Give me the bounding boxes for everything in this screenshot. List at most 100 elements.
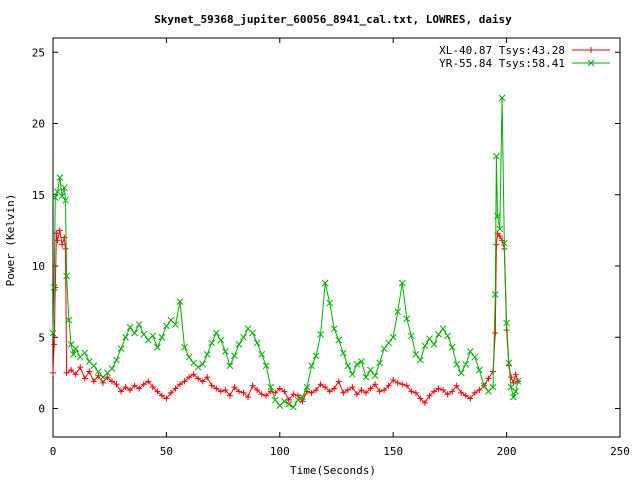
data-point-marker	[512, 388, 520, 395]
data-point-marker	[176, 298, 184, 305]
data-point-marker	[244, 325, 252, 333]
data-point-marker	[321, 279, 329, 287]
x-tick-label: 100	[270, 445, 290, 458]
data-point-marker	[412, 350, 420, 358]
data-point-marker	[317, 331, 324, 338]
y-tick-label: 20	[32, 118, 45, 131]
data-point-marker	[235, 341, 243, 348]
data-point-marker	[262, 362, 270, 370]
data-point-marker	[494, 212, 501, 220]
data-point-marker	[385, 339, 393, 347]
y-tick-label: 10	[32, 260, 45, 273]
data-point-marker	[491, 291, 499, 298]
data-point-marker	[253, 339, 261, 347]
data-point-marker	[181, 343, 188, 351]
data-point-marker	[163, 322, 170, 330]
data-point-marker	[430, 341, 438, 348]
data-point-marker	[108, 365, 116, 372]
data-point-marker	[222, 348, 229, 355]
y-tick-label: 5	[38, 331, 45, 344]
data-point-marker	[326, 299, 334, 307]
data-point-marker	[85, 358, 93, 365]
data-point-marker	[267, 383, 275, 391]
data-point-marker	[172, 321, 179, 328]
data-point-marker	[403, 315, 411, 323]
data-point-marker	[367, 366, 374, 374]
data-point-marker	[480, 382, 488, 390]
x-tick-label: 250	[610, 445, 630, 458]
data-point-marker	[493, 152, 500, 160]
data-point-marker	[453, 360, 461, 368]
data-point-marker	[158, 333, 166, 341]
data-point-marker	[49, 329, 57, 337]
data-point-marker	[312, 352, 320, 360]
data-point-marker	[376, 359, 383, 367]
data-point-marker	[380, 345, 388, 353]
data-point-marker	[117, 345, 125, 353]
data-point-marker	[90, 362, 98, 370]
data-point-marker	[190, 359, 197, 367]
data-point-marker	[462, 360, 470, 368]
x-tick-label: 150	[383, 445, 403, 458]
data-point-marker	[514, 378, 522, 385]
data-point-marker	[444, 332, 451, 340]
data-point-marker	[435, 331, 442, 338]
data-point-marker	[131, 329, 139, 337]
data-point-marker	[294, 396, 302, 404]
data-point-marker	[271, 396, 279, 404]
data-point-marker	[167, 316, 175, 324]
x-tick-label: 200	[497, 445, 517, 458]
data-point-marker	[249, 329, 256, 337]
data-point-marker	[122, 333, 129, 341]
data-point-marker	[448, 343, 456, 351]
data-point-marker	[56, 174, 64, 182]
legend-label: XL-40.87 Tsys:43.28	[439, 44, 565, 57]
y-tick-label: 0	[38, 403, 45, 416]
data-point-marker	[194, 363, 202, 371]
data-point-marker	[362, 373, 370, 381]
data-point-marker	[153, 343, 161, 351]
data-point-marker	[330, 325, 338, 333]
data-point-marker	[217, 336, 225, 344]
data-point-marker	[389, 333, 397, 341]
data-point-marker	[70, 350, 77, 358]
data-point-marker	[489, 383, 497, 391]
data-point-marker	[258, 350, 266, 358]
chart-title: Skynet_59368_jupiter_60056_8941_cal.txt,…	[154, 13, 512, 26]
data-point-marker	[344, 362, 352, 370]
data-point-marker	[113, 356, 120, 364]
data-point-marker	[496, 225, 504, 233]
data-point-marker	[358, 358, 365, 365]
data-point-marker	[285, 400, 293, 408]
x-axis-label: Time(Seconds)	[290, 464, 376, 477]
data-point-marker	[335, 336, 343, 344]
data-point-marker	[58, 192, 66, 200]
data-point-marker	[51, 194, 59, 201]
data-point-marker	[466, 348, 474, 355]
data-point-marker	[149, 332, 157, 340]
data-point-marker	[95, 368, 102, 375]
data-point-marker	[371, 372, 379, 380]
data-point-marker	[185, 353, 193, 361]
data-point-marker	[407, 332, 415, 340]
data-point-marker	[503, 319, 510, 327]
data-point-marker	[135, 321, 143, 328]
data-point-marker	[231, 352, 238, 360]
data-point-marker	[308, 362, 315, 370]
data-point-marker	[63, 272, 70, 280]
y-tick-label: 25	[32, 46, 45, 59]
data-point-marker	[505, 359, 513, 367]
data-point-marker	[126, 323, 134, 331]
data-point-marker	[457, 369, 465, 377]
data-point-marker	[498, 94, 506, 102]
data-point-marker	[394, 308, 402, 315]
data-point-marker	[67, 341, 75, 348]
data-point-marker	[303, 383, 311, 391]
x-tick-label: 50	[160, 445, 173, 458]
data-point-marker	[62, 197, 69, 204]
series-line	[52, 97, 519, 408]
data-point-marker	[81, 349, 89, 357]
series-layer	[49, 94, 522, 411]
data-point-marker	[349, 370, 356, 378]
